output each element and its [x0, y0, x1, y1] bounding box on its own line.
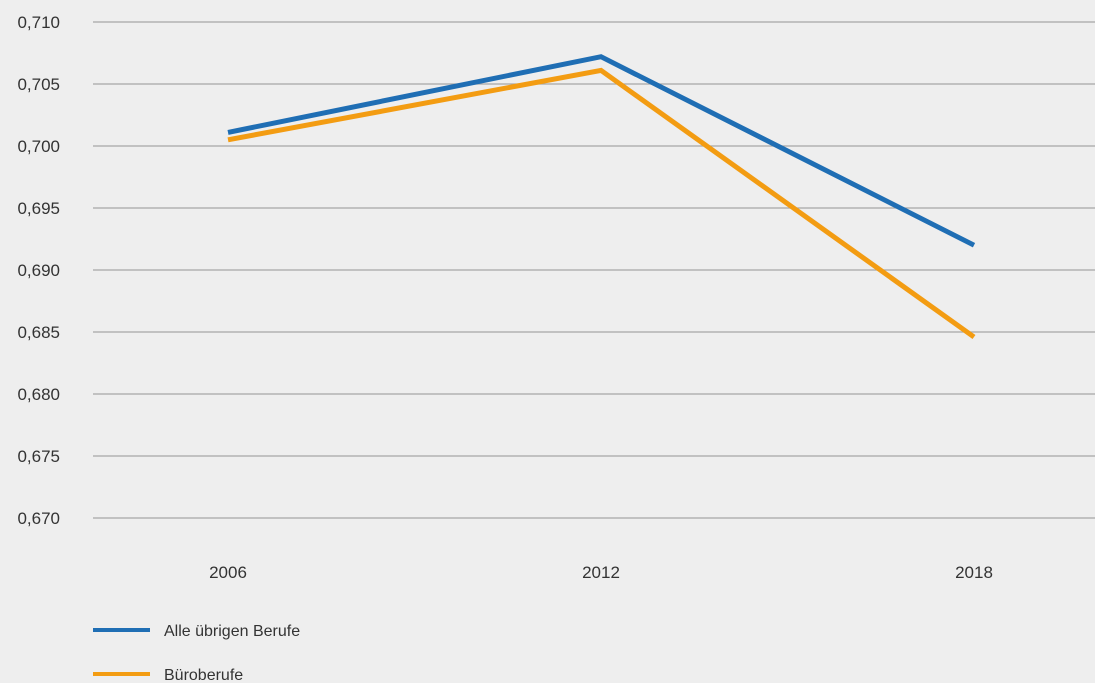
y-tick-label: 0,700 — [17, 137, 60, 156]
y-tick-label: 0,680 — [17, 385, 60, 404]
y-axis-tick-labels: 0,710 0,705 0,700 0,695 0,690 0,685 0,680 0,675… — [17, 13, 60, 528]
gridlines — [93, 21, 1095, 519]
legend-label: Alle übrigen Berufe — [164, 623, 300, 640]
x-tick-label: 2018 — [955, 563, 993, 582]
y-tick-label: 0,710 — [17, 13, 60, 32]
y-tick-label: 0,705 — [17, 75, 60, 94]
y-tick-label: 0,695 — [17, 199, 60, 218]
y-tick-label: 0,685 — [17, 323, 60, 342]
y-tick-label: 0,690 — [17, 261, 60, 280]
legend: Alle übrigen Berufe Büroberufe — [93, 623, 300, 683]
series-line-1 — [227, 54, 976, 248]
series-line-2 — [227, 67, 976, 340]
x-tick-label: 2006 — [209, 563, 247, 582]
y-tick-label: 0,670 — [17, 509, 60, 528]
legend-label: Büroberufe — [164, 667, 243, 683]
x-tick-label: 2012 — [582, 563, 620, 582]
x-axis-tick-labels: 2006 2012 2018 — [209, 563, 993, 582]
series-lines — [227, 54, 976, 340]
y-tick-label: 0,675 — [17, 447, 60, 466]
